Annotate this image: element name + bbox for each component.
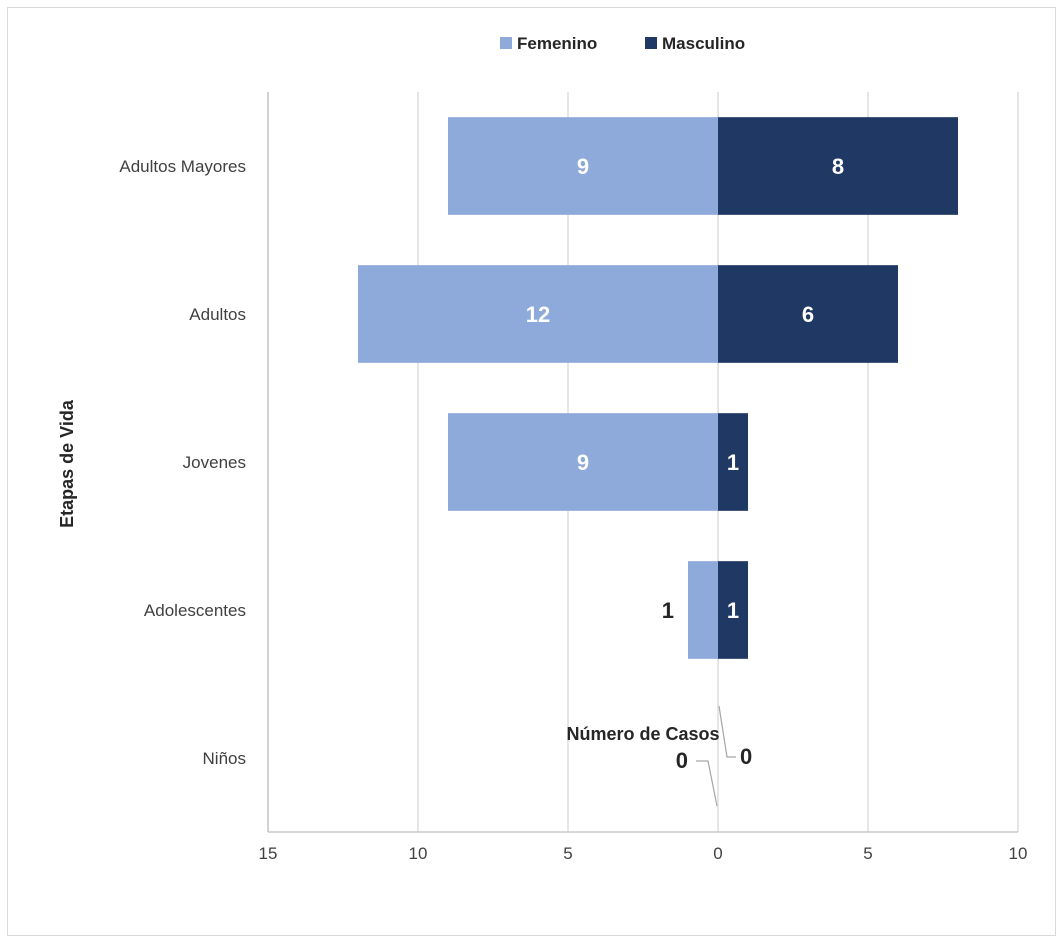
bar-masculino [718, 413, 748, 511]
bar-masculino [718, 117, 958, 215]
legend-swatch-masculino [645, 37, 657, 49]
leader-line-masculino [718, 705, 736, 758]
bar-femenino [688, 561, 718, 659]
leader-line-femenino [696, 760, 718, 807]
y-tick-label: Adultos [189, 305, 246, 324]
data-label-femenino: 12 [526, 302, 550, 327]
bars [358, 117, 958, 659]
bar-femenino [358, 265, 718, 363]
data-label-femenino: 9 [577, 154, 589, 179]
legend-label-masculino: Masculino [662, 34, 745, 53]
y-tick-label: Niños [203, 749, 246, 768]
data-label-femenino: 1 [662, 598, 674, 623]
x-tick-label: 5 [863, 844, 872, 863]
bar-masculino [718, 265, 898, 363]
data-label-masculino: 6 [802, 302, 814, 327]
bar-masculino [718, 561, 748, 659]
legend-label-femenino: Femenino [517, 34, 597, 53]
bar-femenino [448, 117, 718, 215]
y-tick-label: Jovenes [183, 453, 246, 472]
data-label-masculino: 8 [832, 154, 844, 179]
x-axis-title: Número de Casos [566, 724, 719, 744]
x-tick-label: 10 [1009, 844, 1028, 863]
data-label-masculino: 1 [727, 450, 739, 475]
y-axis-title: Etapas de Vida [57, 399, 77, 528]
data-label-femenino: 0 [676, 748, 688, 773]
x-tick-label: 0 [713, 844, 722, 863]
data-label-femenino: 9 [577, 450, 589, 475]
x-tick-label: 15 [259, 844, 278, 863]
x-tick-label: 5 [563, 844, 572, 863]
y-tick-label: Adultos Mayores [119, 157, 246, 176]
legend: Femenino Masculino [500, 34, 745, 53]
data-labels: 9 8 12 6 9 1 1 1 0 0 [526, 154, 844, 807]
x-tick-label: 10 [409, 844, 428, 863]
data-label-masculino: 0 [740, 744, 752, 769]
legend-swatch-femenino [500, 37, 512, 49]
bar-femenino [448, 413, 718, 511]
y-tick-label: Adolescentes [144, 601, 246, 620]
data-label-masculino: 1 [727, 598, 739, 623]
